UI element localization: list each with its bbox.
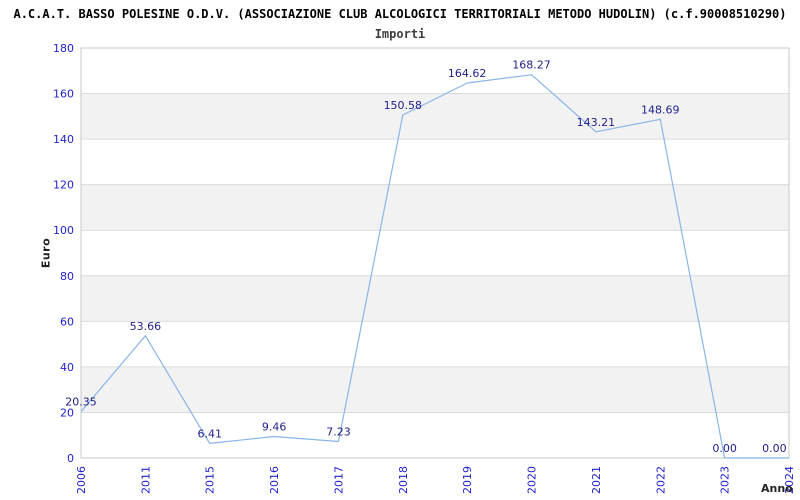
y-tick-label: 60	[60, 315, 74, 328]
point-label: 0.00	[762, 442, 787, 455]
x-tick-label: 2011	[139, 466, 152, 494]
plot-band	[81, 275, 789, 322]
page-title: A.C.A.T. BASSO POLESINE O.D.V. (ASSOCIAZ…	[13, 7, 787, 21]
point-label: 9.46	[262, 420, 287, 433]
x-tick-label: 2024	[783, 466, 796, 494]
x-tick-label: 2016	[268, 466, 281, 494]
x-tick-label: 2020	[526, 466, 539, 494]
point-label: 143.21	[577, 116, 616, 129]
y-tick-label: 180	[53, 42, 74, 55]
point-label: 168.27	[512, 59, 551, 72]
x-tick-label: 2015	[204, 466, 217, 494]
point-label: 53.66	[130, 320, 162, 333]
x-tick-label: 2023	[719, 466, 732, 494]
x-tick-label: 2018	[397, 466, 410, 494]
y-tick-label: 0	[67, 452, 74, 465]
x-tick-label: 2022	[654, 466, 667, 494]
point-label: 150.58	[384, 99, 423, 112]
x-axis-title: Anno	[761, 482, 793, 495]
plot-band	[81, 93, 789, 140]
point-label: 20.35	[65, 396, 97, 409]
point-label: 0.00	[712, 442, 737, 455]
y-tick-label: 120	[53, 179, 74, 192]
y-tick-label: 20	[60, 406, 74, 419]
point-label: 164.62	[448, 67, 487, 80]
y-tick-label: 140	[53, 133, 74, 146]
point-label: 7.23	[326, 426, 351, 439]
x-tick-label: 2006	[75, 466, 88, 494]
x-tick-label: 2019	[461, 466, 474, 494]
y-tick-label: 80	[60, 270, 74, 283]
x-tick-label: 2017	[332, 466, 345, 494]
plot-band	[81, 366, 789, 413]
chart-title: Importi	[374, 27, 426, 41]
point-label: 6.41	[197, 427, 222, 440]
y-axis-title: Euro	[39, 237, 53, 269]
y-tick-label: 100	[53, 224, 74, 237]
point-label: 148.69	[641, 103, 680, 116]
y-tick-label: 160	[53, 88, 74, 101]
x-tick-label: 2021	[590, 466, 603, 494]
plot-border	[80, 47, 790, 459]
y-tick-label: 40	[60, 361, 74, 374]
plot-band	[81, 184, 789, 231]
series-line	[80, 74, 789, 459]
